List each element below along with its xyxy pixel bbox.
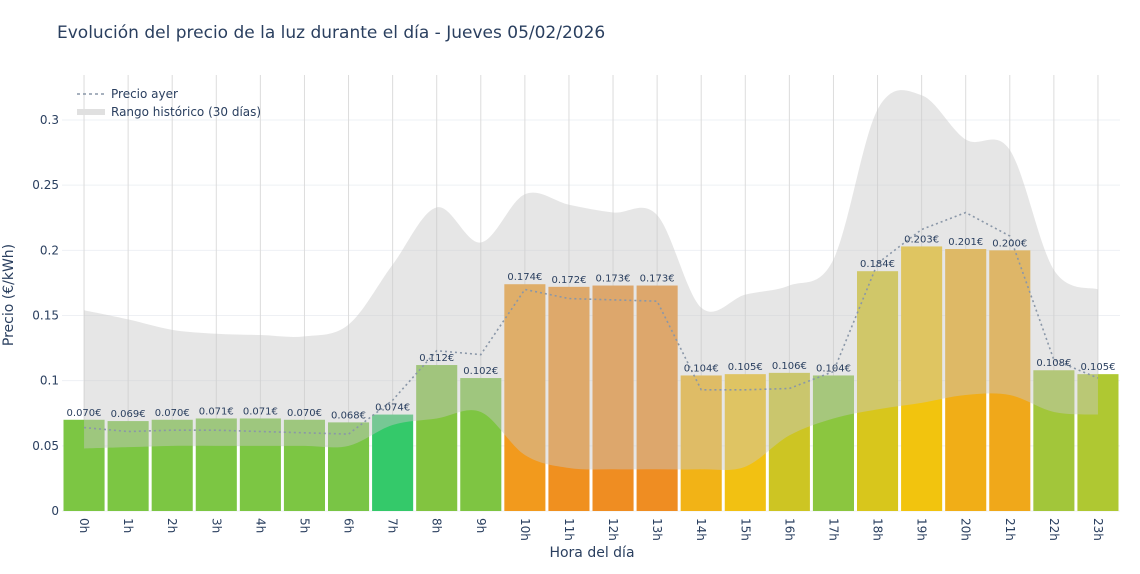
bar-value-label: 0.108€ <box>1036 358 1071 369</box>
y-tick-label: 0.05 <box>32 439 59 453</box>
bar-16h[interactable] <box>768 372 810 511</box>
bar-value-label: 0.105€ <box>728 362 763 373</box>
bar-13h[interactable] <box>636 285 678 511</box>
bar-value-label: 0.070€ <box>155 408 190 419</box>
y-tick-label: 0.15 <box>32 309 59 323</box>
bar-4h[interactable] <box>239 418 281 511</box>
x-tick-label: 4h <box>253 518 267 533</box>
bar-value-label: 0.069€ <box>111 409 146 420</box>
x-tick-label: 23h <box>1091 518 1105 541</box>
y-axis-title: Precio (€/kWh) <box>1 244 17 346</box>
x-tick-label: 0h <box>77 518 91 533</box>
x-tick-label: 9h <box>474 518 488 533</box>
bar-value-label: 0.104€ <box>684 363 719 374</box>
bar-19h[interactable] <box>901 246 943 511</box>
bar-value-label: 0.070€ <box>67 408 102 419</box>
bar-20h[interactable] <box>945 249 987 512</box>
bar-15h[interactable] <box>724 374 766 511</box>
bar-10h[interactable] <box>504 284 546 511</box>
bar-11h[interactable] <box>548 286 590 511</box>
legend[interactable]: Precio ayer Rango histórico (30 días) <box>77 87 261 119</box>
x-tick-label: 10h <box>518 518 532 541</box>
x-axis-title: Hora del día <box>549 545 634 561</box>
y-tick-label: 0.3 <box>40 113 59 127</box>
bar-8h[interactable] <box>416 365 458 511</box>
bar-value-label: 0.173€ <box>640 274 675 285</box>
bar-value-label: 0.174€ <box>507 272 542 283</box>
yesterday-price-line <box>83 211 1099 435</box>
bar-17h[interactable] <box>812 375 854 511</box>
bar-value-label: 0.074€ <box>375 403 410 414</box>
bar-value-label: 0.184€ <box>860 259 895 270</box>
y-tick-label: 0.25 <box>32 178 59 192</box>
x-tick-label: 15h <box>738 518 752 541</box>
bar-value-label: 0.106€ <box>772 361 807 372</box>
bar-18h[interactable] <box>857 271 899 511</box>
x-tick-label: 8h <box>430 518 444 533</box>
chart-title: Evolución del precio de la luz durante e… <box>57 23 605 43</box>
bar-value-label: 0.102€ <box>463 366 498 377</box>
x-tick-label: 22h <box>1047 518 1061 541</box>
x-tick-label: 3h <box>209 518 223 533</box>
x-tick-label: 11h <box>562 518 576 541</box>
x-tick-label: 13h <box>650 518 664 541</box>
y-tick-label: 0.2 <box>40 243 59 257</box>
bar-3h[interactable] <box>195 418 237 511</box>
bar-value-label: 0.173€ <box>596 274 631 285</box>
x-tick-label: 17h <box>826 518 840 541</box>
x-tick-label: 21h <box>1003 518 1017 541</box>
bar-value-label: 0.105€ <box>1080 362 1115 373</box>
bar-value-label: 0.071€ <box>199 406 234 417</box>
y-tick-label: 0 <box>51 504 59 518</box>
bar-value-label: 0.200€ <box>992 238 1027 249</box>
bar-1h[interactable] <box>107 421 149 511</box>
bar-5h[interactable] <box>283 419 325 511</box>
bar-value-label: 0.071€ <box>243 406 278 417</box>
bar-23h[interactable] <box>1077 374 1119 511</box>
x-tick-label: 5h <box>297 518 311 533</box>
legend-label-range[interactable]: Rango histórico (30 días) <box>111 105 261 119</box>
legend-label-yesterday[interactable]: Precio ayer <box>111 87 178 101</box>
bar-6h[interactable] <box>328 422 370 511</box>
x-tick-label: 1h <box>121 518 135 533</box>
bar-value-label: 0.172€ <box>551 275 586 286</box>
bar-21h[interactable] <box>989 250 1031 511</box>
bar-9h[interactable] <box>460 378 502 511</box>
x-tick-label: 12h <box>606 518 620 541</box>
x-tick-label: 14h <box>694 518 708 541</box>
x-tick-label: 6h <box>342 518 356 533</box>
legend-area-swatch <box>77 109 105 115</box>
y-tick-label: 0.1 <box>40 374 59 388</box>
bar-value-label: 0.070€ <box>287 408 322 419</box>
historical-range-area <box>84 90 1098 470</box>
bar-22h[interactable] <box>1033 370 1075 511</box>
bar-12h[interactable] <box>592 285 634 511</box>
x-tick-label: 18h <box>871 518 885 541</box>
bar-value-label: 0.104€ <box>816 363 851 374</box>
bar-14h[interactable] <box>680 375 722 511</box>
bar-value-label: 0.068€ <box>331 410 366 421</box>
bar-value-label: 0.112€ <box>419 353 454 364</box>
bar-2h[interactable] <box>151 419 193 511</box>
bar-value-label: 0.201€ <box>948 237 983 248</box>
x-tick-label: 2h <box>165 518 179 533</box>
x-tick-label: 7h <box>386 518 400 533</box>
bar-7h[interactable] <box>372 414 414 511</box>
x-tick-label: 19h <box>915 518 929 541</box>
bar-value-label: 0.203€ <box>904 234 939 245</box>
x-tick-label: 16h <box>782 518 796 541</box>
x-tick-label: 20h <box>959 518 973 541</box>
bar-0h[interactable] <box>63 419 105 511</box>
